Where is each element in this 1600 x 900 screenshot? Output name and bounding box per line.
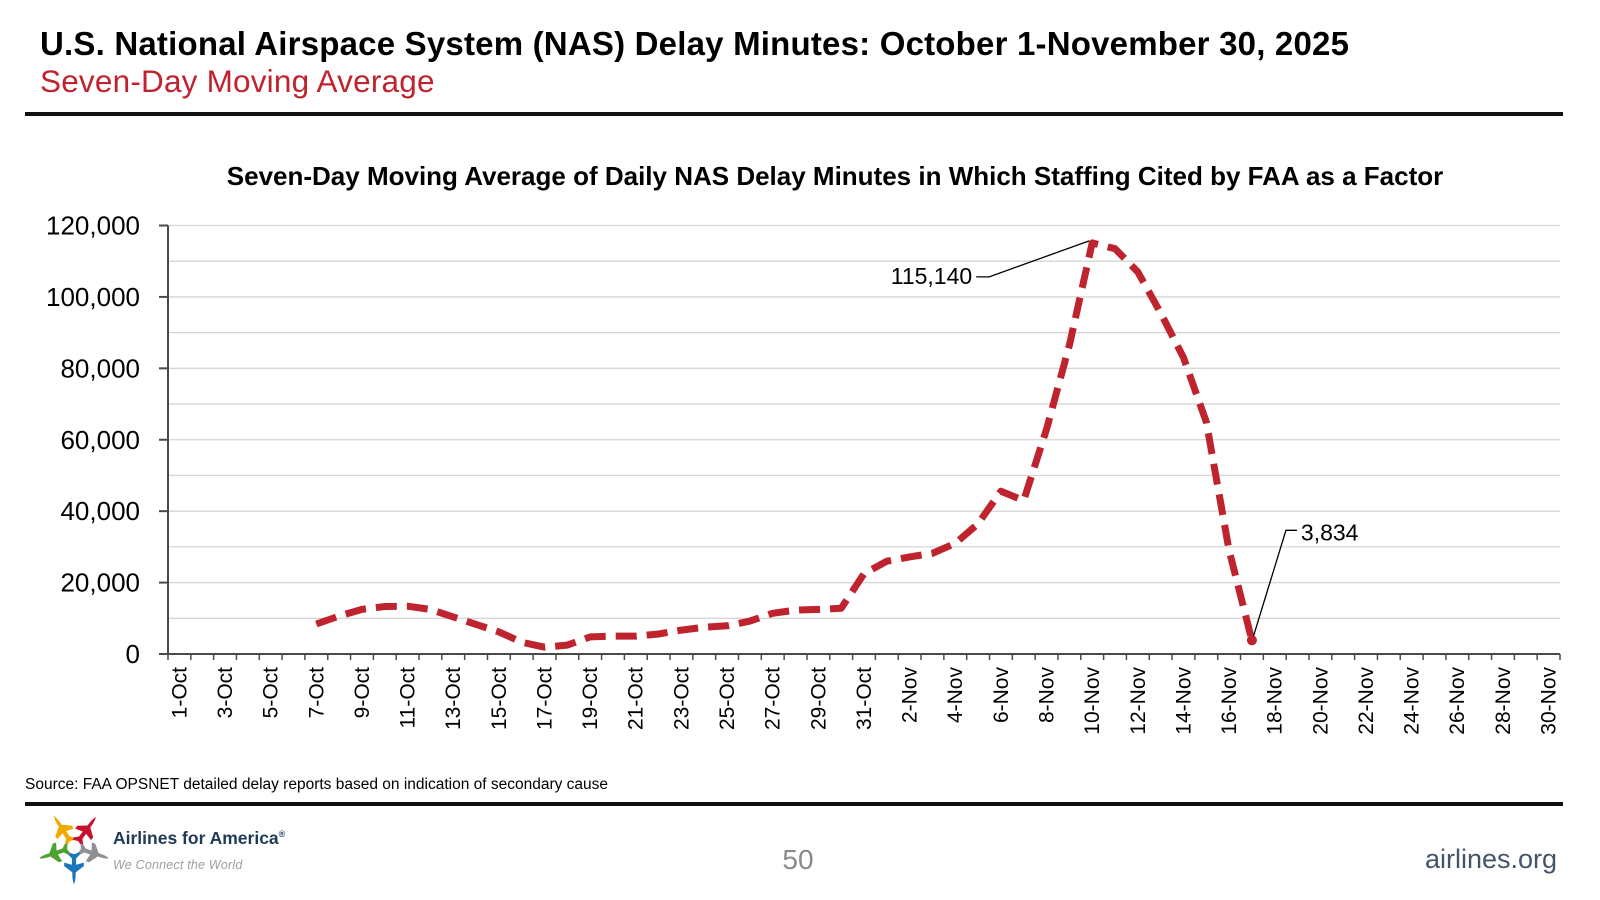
- chart: 0 20,000 40,000 60,000 80,000 100,000 120,000 1…: [46, 211, 1561, 735]
- x-tick-label: 16-Nov: [1218, 667, 1241, 735]
- logo-tagline: We Connect the World: [113, 858, 243, 872]
- x-tick-label: 7-Oct: [305, 667, 328, 719]
- logo-plane-gray: [77, 842, 108, 863]
- x-tick-label: 17-Oct: [533, 667, 556, 730]
- x-tick-label: 4-Nov: [944, 667, 967, 724]
- x-tick-label: 9-Oct: [351, 667, 374, 719]
- page-title: U.S. National Airspace System (NAS) Dela…: [40, 25, 1350, 62]
- page-number: 50: [782, 844, 814, 875]
- x-tick-label: 31-Oct: [853, 667, 876, 730]
- y-tick-label: 100,000: [46, 282, 140, 312]
- y-tick-label: 60,000: [60, 425, 140, 455]
- x-tick-label: 8-Nov: [1035, 667, 1058, 724]
- y-tick-label: 40,000: [60, 496, 140, 526]
- x-tick-label: 3-Oct: [214, 667, 237, 719]
- x-tick-label: 18-Nov: [1264, 667, 1287, 735]
- low-callout-label: 3,834: [1301, 519, 1359, 545]
- y-tick-label: 0: [126, 639, 140, 669]
- last-point-marker: [1246, 635, 1257, 646]
- x-tick-label: 26-Nov: [1446, 667, 1469, 735]
- x-tick-label: 12-Nov: [1127, 667, 1150, 735]
- title-divider: [25, 112, 1563, 116]
- x-tick-label: 20-Nov: [1309, 667, 1332, 735]
- page-subtitle: Seven-Day Moving Average: [40, 63, 435, 99]
- y-tick-label: 80,000: [60, 353, 140, 383]
- peak-callout-label: 115,140: [891, 263, 972, 289]
- x-tick-label: 22-Nov: [1355, 667, 1378, 735]
- chart-title: Seven-Day Moving Average of Daily NAS De…: [226, 161, 1444, 191]
- x-tick-label: 14-Nov: [1172, 667, 1195, 735]
- x-tick-label: 23-Oct: [670, 667, 693, 730]
- logo-plane-red: [72, 816, 96, 847]
- footer-divider: [25, 802, 1563, 806]
- logo-plane-green: [40, 842, 71, 863]
- y-tick-label: 20,000: [60, 568, 140, 598]
- series-line: [315, 239, 1256, 651]
- x-tick-label: 13-Oct: [442, 667, 465, 730]
- x-tick-label: 15-Oct: [488, 667, 511, 730]
- logo-wordmark: Airlines for America®: [113, 828, 286, 848]
- x-tick-label: 28-Nov: [1492, 667, 1515, 735]
- x-tick-label: 30-Nov: [1538, 667, 1561, 735]
- x-tick-label: 6-Nov: [990, 667, 1013, 724]
- low-callout-line: [1252, 529, 1297, 637]
- logo-plane-blue: [64, 852, 84, 885]
- peak-callout-line: [976, 240, 1090, 278]
- airlines-for-america-logo: [40, 815, 108, 885]
- logo-plane-yellow: [53, 815, 76, 846]
- x-tick-label: 21-Oct: [625, 667, 648, 730]
- x-tick-label: 19-Oct: [579, 667, 602, 730]
- x-tick-label: 25-Oct: [716, 667, 739, 730]
- registered-mark: ®: [278, 829, 286, 840]
- x-tick-label: 11-Oct: [397, 667, 420, 729]
- x-tick-label: 29-Oct: [807, 667, 830, 730]
- x-tick-label: 27-Oct: [762, 667, 785, 730]
- website-link[interactable]: airlines.org: [1424, 844, 1557, 874]
- source-note: Source: FAA OPSNET detailed delay report…: [25, 776, 609, 793]
- x-tick-label: 24-Nov: [1401, 667, 1424, 735]
- x-tick-label: 2-Nov: [899, 667, 922, 724]
- x-tick-label: 1-Oct: [168, 667, 191, 719]
- x-tick-label: 5-Oct: [260, 667, 283, 719]
- x-tick-label: 10-Nov: [1081, 667, 1104, 735]
- y-tick-label: 120,000: [46, 211, 140, 241]
